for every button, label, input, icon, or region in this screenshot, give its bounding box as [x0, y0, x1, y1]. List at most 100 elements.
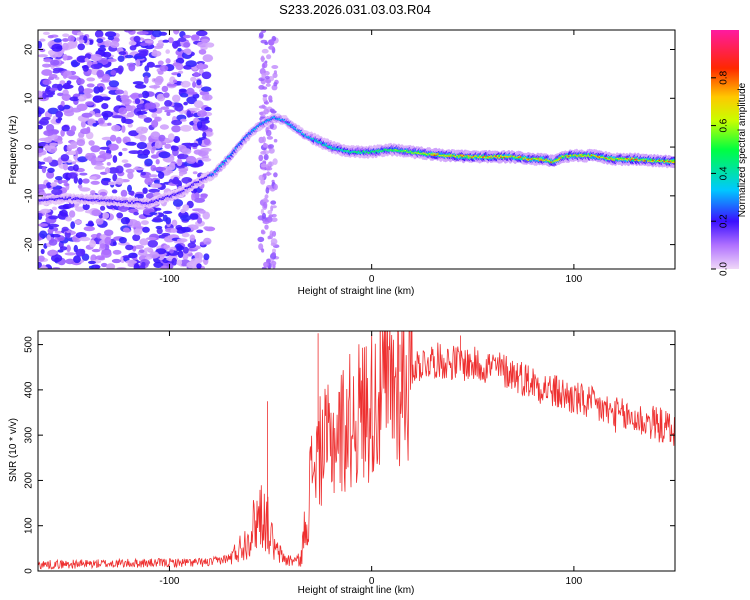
spectrogram-noise-blob	[138, 50, 148, 58]
spectrogram-noise-blob	[262, 143, 269, 148]
spectrogram-noise-blob	[142, 187, 148, 194]
colorbar-label: Normalized spectral amplitude	[737, 82, 748, 217]
spectrogram-noise-blob	[271, 188, 275, 192]
spectrogram-noise-blob	[38, 124, 43, 130]
chart-title: S233.2026.031.03.03.R04	[279, 2, 431, 17]
spectrogram-noise-blob	[115, 165, 124, 174]
spectrogram-noise-blob	[164, 100, 173, 107]
spectrogram-noise-blob	[174, 103, 184, 112]
colorbar-tick-label: 0.4	[719, 166, 730, 180]
spectrogram-noise-blob	[204, 106, 212, 112]
spectrogram-noise-blob	[53, 38, 62, 43]
spectrogram-noise-blob	[198, 209, 206, 214]
spectrogram-noise-blob	[100, 249, 112, 258]
spectrogram-noise-blob	[63, 163, 68, 171]
spectrogram-noise-blob	[46, 171, 55, 179]
spectrogram-noise-blob	[41, 166, 47, 174]
spectrogram-noise-blob	[134, 220, 142, 229]
spectrogram-noise-blob	[179, 92, 189, 98]
spectrogram-noise-blob	[46, 156, 53, 163]
spectrogram-noise-blob	[144, 40, 154, 44]
spectrogram-noise-blob	[58, 205, 69, 210]
spectrogram-noise-blob	[120, 217, 130, 225]
spectrogram-noise-blob	[49, 249, 57, 256]
spectrogram-noise-blob	[97, 117, 105, 125]
spectrogram-noise-blob	[168, 37, 174, 44]
spectrogram-noise-blob	[268, 214, 274, 218]
spectrogram-noise-blob	[77, 43, 85, 51]
spectrogram-noise-blob	[61, 180, 69, 184]
spectrogram-noise-blob	[111, 258, 122, 264]
spectrogram-noise-blob	[38, 107, 45, 115]
spectrogram-noise-blob	[176, 259, 183, 266]
spectrogram-noise-blob	[50, 59, 60, 66]
spectrogram-noise-blob	[269, 108, 275, 113]
spectrogram-noise-blob	[92, 123, 98, 127]
spectrogram-noise-blob	[73, 255, 81, 264]
spectrogram-noise-blob	[55, 110, 63, 118]
spectrogram-noise-blob	[141, 261, 146, 267]
spectrogram-noise-blob	[59, 80, 66, 85]
spectrogram-noise-blob	[164, 138, 170, 143]
spectrogram-noise-blob	[164, 143, 172, 149]
spectrogram-noise-blob	[163, 236, 175, 243]
spectrogram-noise-blob	[132, 234, 141, 242]
spectrogram-noise-blob	[89, 176, 97, 180]
spectrogram-noise-blob	[165, 58, 171, 64]
spectrogram-noise-blob	[196, 30, 208, 37]
spectrogram-frame	[37, 29, 676, 270]
spectrogram-noise-blob	[128, 252, 138, 259]
spectrogram-noise-blob	[141, 90, 150, 99]
spectrogram-noise-blob	[99, 243, 106, 249]
spectrogram-noise-blob	[153, 261, 164, 268]
spectrogram-noise-blob	[93, 162, 104, 166]
spectrogram-noise-blob	[271, 84, 278, 91]
spectrogram-noise-blob	[49, 87, 59, 91]
spectrogram-x-axis-label: Height of straight line (km)	[298, 286, 415, 297]
spectrogram-noise-blob	[81, 112, 93, 118]
spectrogram-noise-blob	[88, 260, 96, 265]
spectrogram-noise-blob	[116, 212, 124, 219]
spectrogram-noise-blob	[66, 244, 71, 253]
spectrogram-noise-blob	[52, 227, 59, 232]
spectrogram-noise-blob	[91, 248, 101, 253]
spectrogram-noise-blob	[111, 115, 124, 119]
spectrogram-noise-blob	[193, 100, 204, 109]
spectrogram-noise-blob	[96, 69, 105, 78]
spectrogram-noise-blob	[271, 217, 278, 222]
spectrogram-noise-blob	[99, 146, 110, 150]
spectrogram-noise-blob	[273, 82, 278, 87]
spectrogram-noise-blob	[66, 41, 78, 49]
spectrogram-noise-blob	[46, 234, 52, 241]
spectrogram-noise-blob	[132, 81, 144, 85]
spectrogram-noise-blob	[178, 88, 187, 93]
spectrogram-noise-blob	[181, 226, 191, 233]
spectrogram-noise-blob	[165, 217, 171, 225]
spectrogram-noise-blob	[155, 159, 160, 165]
spectrogram-noise-blob	[200, 86, 212, 92]
spectrogram-noise-blob	[261, 104, 266, 109]
spectrogram-noise-blob	[124, 30, 134, 33]
spectrogram-noise-blob	[98, 86, 104, 93]
spectrogram-x-tick-label: -100	[159, 274, 179, 285]
spectrogram-noise-blob	[273, 138, 278, 143]
spectrogram-noise-blob	[59, 209, 68, 217]
spectrogram-noise-blob	[112, 249, 122, 255]
snr-y-tick-label: 200	[24, 472, 35, 489]
spectrogram-noise-blob	[156, 227, 163, 235]
spectrogram-noise-blob	[51, 254, 63, 263]
spectrogram-noise-blob	[162, 39, 170, 43]
spectrogram-noise-blob	[139, 238, 149, 246]
spectrogram-noise-blob	[59, 246, 68, 251]
spectrogram-noise-blob	[155, 225, 163, 230]
colorbar-tick-label: 0.2	[719, 214, 730, 228]
spectrogram-noise-blob	[258, 243, 264, 251]
spectrogram-noise-blob	[83, 226, 96, 232]
spectrogram-noise-blob	[270, 242, 276, 247]
spectrogram-noise-blob	[143, 247, 153, 252]
spectrogram-noise-blob	[176, 238, 188, 243]
spectrogram-noise-blob	[143, 117, 153, 123]
spectrogram-noise-blob	[177, 153, 189, 160]
spectrogram-noise-blob	[177, 250, 184, 258]
spectrogram-noise-blob	[133, 167, 145, 171]
